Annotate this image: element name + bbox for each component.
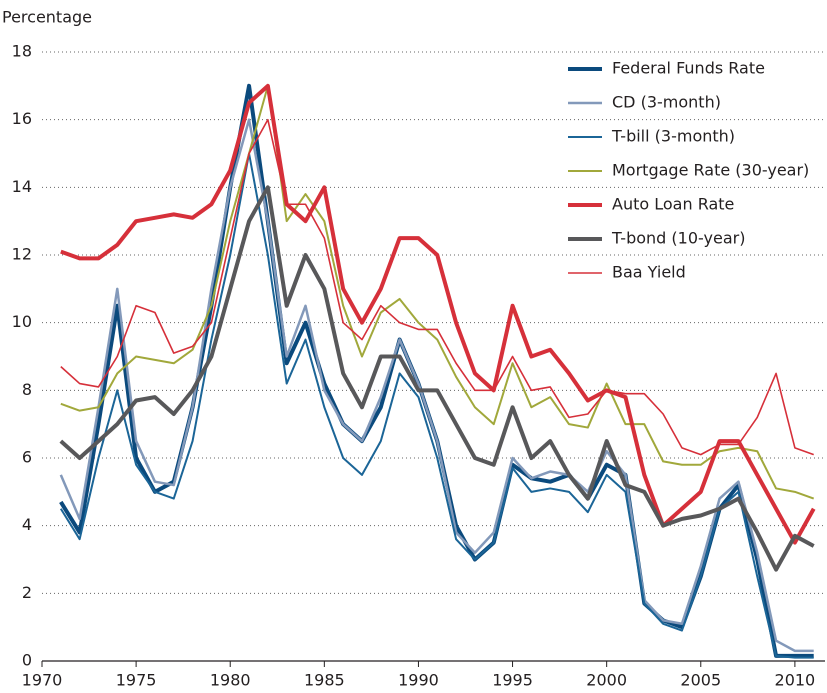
- y-tick-label: 2: [22, 583, 32, 602]
- y-tick-label: 10: [12, 312, 32, 331]
- y-tick-label: 12: [12, 245, 32, 264]
- series-line: [59, 152, 814, 659]
- x-tick-label: 1975: [116, 671, 157, 690]
- series-line: [59, 185, 815, 572]
- x-tick-label: 1995: [492, 671, 533, 690]
- series-line: [59, 118, 814, 653]
- y-tick-label: 18: [12, 42, 32, 61]
- y-tick-label: 6: [22, 448, 32, 467]
- x-tick-label: 1990: [398, 671, 439, 690]
- y-tick-label: 4: [22, 515, 32, 534]
- x-tick-label: 2000: [586, 671, 627, 690]
- y-tick-label: 16: [12, 109, 32, 128]
- y-tick-label: 14: [12, 177, 32, 196]
- x-tick-label: 2005: [680, 671, 721, 690]
- x-tick-label: 2010: [775, 671, 816, 690]
- x-tick-label: 1980: [210, 671, 251, 690]
- legend-label: Baa Yield: [612, 263, 686, 282]
- series-line: [60, 118, 814, 456]
- legend-label: Auto Loan Rate: [612, 195, 734, 214]
- y-tick-label: 8: [22, 380, 32, 399]
- y-tick-label: 0: [22, 651, 32, 670]
- y-axis-label: Percentage: [2, 8, 92, 27]
- legend-label: T-bond (10-year): [611, 229, 745, 248]
- legend-label: Mortgage Rate (30-year): [612, 161, 809, 180]
- x-tick-label: 1985: [304, 671, 345, 690]
- legend-label: CD (3-month): [612, 93, 721, 112]
- series-line: [60, 83, 816, 545]
- series-line: [60, 84, 815, 500]
- legend-label: Federal Funds Rate: [612, 59, 765, 78]
- legend-label: T-bill (3-month): [611, 127, 735, 146]
- x-tick-label: 1970: [22, 671, 63, 690]
